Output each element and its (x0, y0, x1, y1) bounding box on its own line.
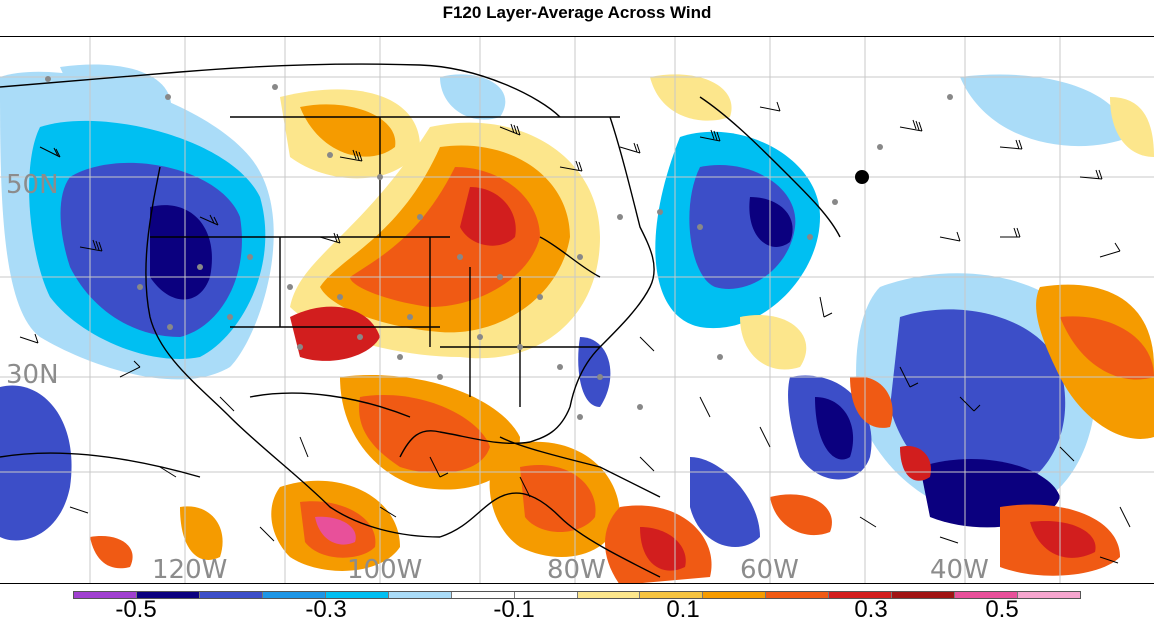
colorbar-segment (325, 592, 389, 598)
colorbar-segment (1018, 592, 1080, 598)
colorbar-label: -0.1 (493, 596, 535, 623)
colorbar-segment (829, 592, 893, 598)
colorbar-label: 0.3 (854, 596, 888, 623)
coastlines-and-borders (0, 63, 841, 578)
lon-label-80w: 80W (547, 555, 606, 584)
colorbar-segment (577, 592, 641, 598)
lon-label-60w: 60W (740, 555, 799, 584)
colorbar-segment (766, 592, 830, 598)
colorbar (73, 591, 1081, 599)
graticule (0, 37, 1154, 583)
chart-title: F120 Layer-Average Across Wind (442, 3, 712, 22)
colorbar-label: 0.5 (985, 596, 1019, 623)
station-dots (45, 76, 953, 420)
positive-anomaly-shading (90, 74, 1154, 583)
highlight-point (855, 170, 869, 184)
lon-label-40w: 40W (930, 555, 989, 584)
colorbar-label: 0.1 (666, 596, 700, 623)
colorbar-label: -0.5 (115, 596, 157, 623)
colorbar-segment (262, 592, 326, 598)
colorbar-label: -0.3 (305, 596, 347, 623)
colorbar-segment (388, 592, 452, 598)
map-panel: 50N 30N 120W 100W 80W 60W 40W (0, 36, 1154, 584)
colorbar-segment (451, 592, 515, 598)
contour-map (0, 37, 1154, 583)
lat-label-30n: 30N (6, 360, 59, 390)
lon-label-100w: 100W (347, 555, 423, 584)
colorbar-segment (74, 592, 137, 598)
colorbar-segment (640, 592, 704, 598)
wind-barbs (19, 101, 1131, 564)
colorbar-segment (136, 592, 200, 598)
colorbar-segment (955, 592, 1019, 598)
lat-label-50n: 50N (6, 170, 59, 200)
colorbar-segment (199, 592, 263, 598)
colorbar-segment (514, 592, 578, 598)
colorbar-segment (703, 592, 767, 598)
colorbar-segment (892, 592, 956, 598)
lon-label-120w: 120W (152, 555, 228, 584)
